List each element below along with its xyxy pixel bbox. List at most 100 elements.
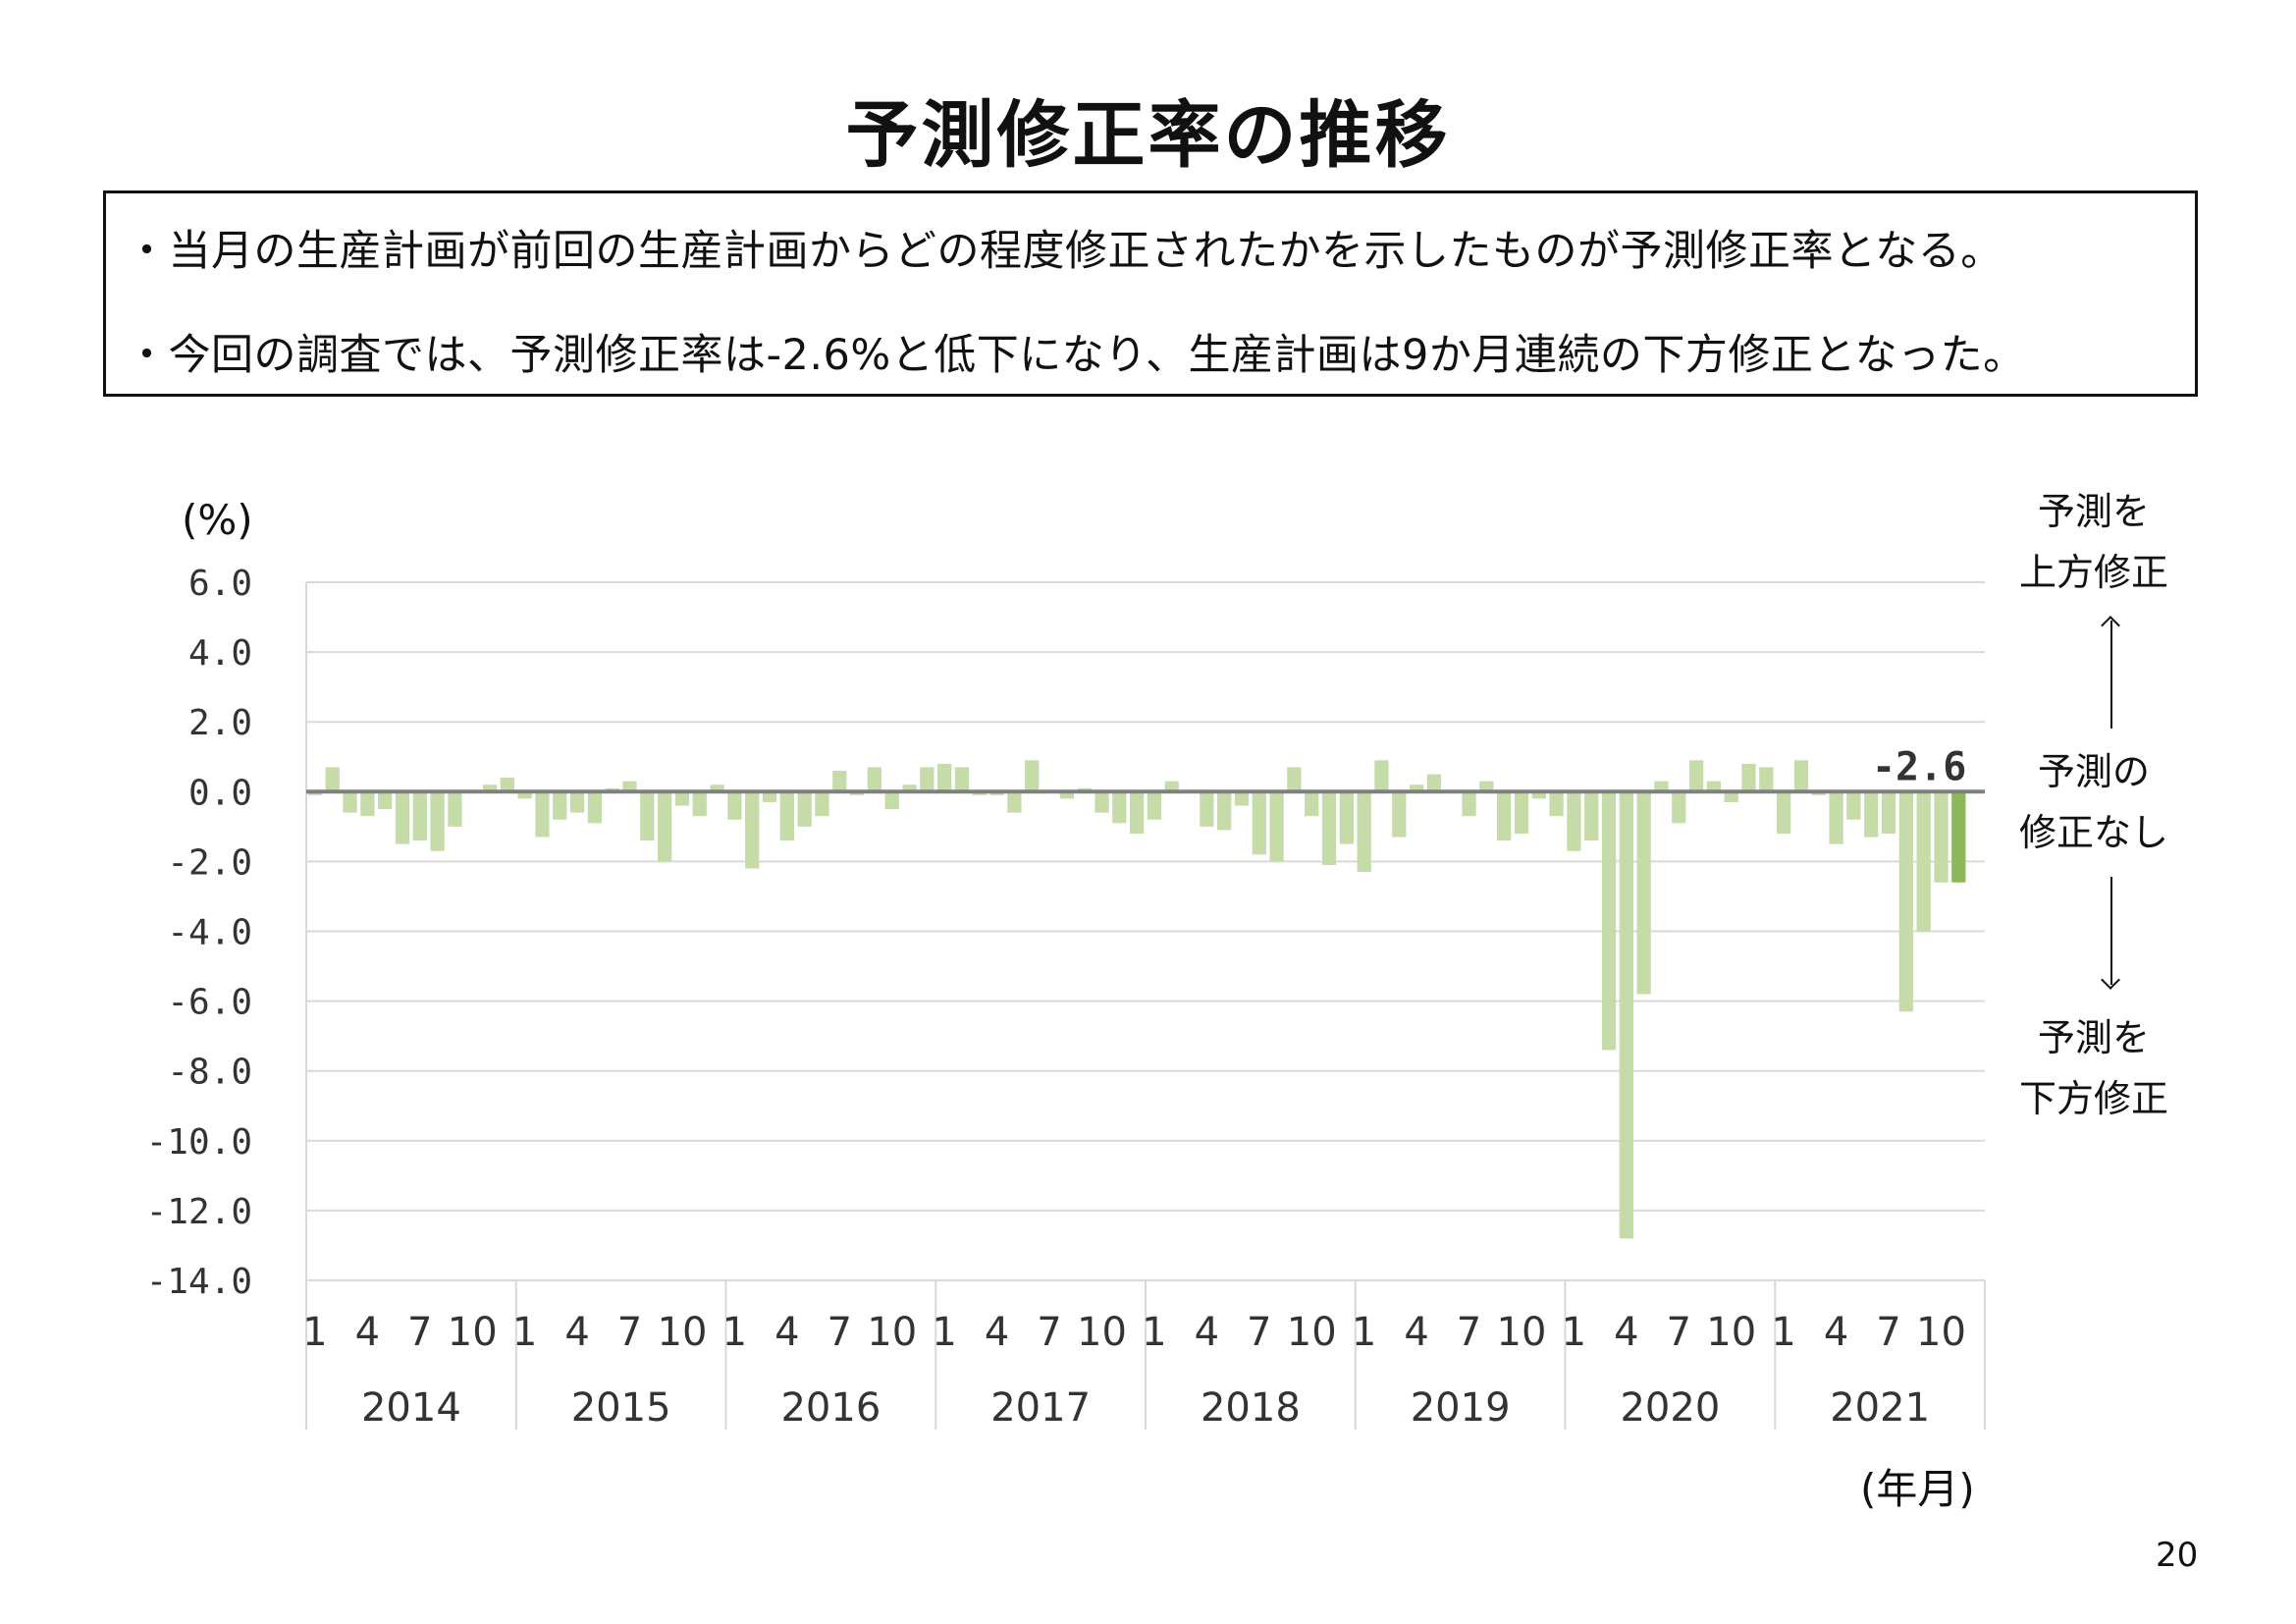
bar	[1759, 767, 1774, 792]
month-tick-label: 10	[448, 1310, 498, 1355]
bar	[1829, 791, 1843, 844]
month-tick-label: 1	[722, 1310, 747, 1355]
month-tick-label: 4	[1824, 1310, 1848, 1355]
bar	[1025, 760, 1040, 792]
bar	[1200, 791, 1214, 827]
y-tick-label: -6.0	[167, 983, 252, 1023]
no-revision-label: 予測の 修正なし	[2005, 741, 2182, 863]
month-tick-label: 7	[1876, 1310, 1900, 1355]
bar	[1409, 785, 1424, 792]
month-tick-label: 4	[1614, 1310, 1638, 1355]
arrow-up-icon	[2110, 621, 2112, 729]
year-label: 2016	[780, 1385, 881, 1431]
month-tick-label: 10	[1706, 1310, 1756, 1355]
bar	[1584, 791, 1599, 841]
bar	[640, 791, 655, 841]
no-revision-line1: 予測の	[2037, 750, 2150, 793]
bar	[674, 791, 690, 806]
page-title: 予測修正率の推移	[845, 93, 1451, 178]
bar	[482, 785, 498, 792]
y-tick-label: 2.0	[188, 703, 252, 743]
month-tick-label: 4	[985, 1310, 1009, 1355]
bar	[727, 791, 742, 820]
month-tick-label: 7	[1247, 1310, 1271, 1355]
bar	[1007, 791, 1022, 813]
bar	[779, 791, 794, 841]
bar	[430, 791, 445, 851]
y-axis-unit-label: (%)	[182, 496, 253, 544]
upward-revision-label: 予測を 上方修正	[2005, 481, 2182, 603]
year-label: 2020	[1620, 1385, 1720, 1431]
year-label: 2021	[1830, 1385, 1930, 1431]
month-tick-label: 10	[1497, 1310, 1547, 1355]
bar	[395, 791, 410, 844]
bar	[1059, 791, 1074, 799]
month-tick-label: 10	[658, 1310, 708, 1355]
bar	[1672, 791, 1686, 824]
month-tick-label: 1	[1352, 1310, 1376, 1355]
month-tick-label: 1	[932, 1310, 956, 1355]
bar	[884, 791, 899, 810]
bar	[448, 791, 462, 827]
bar	[1531, 791, 1546, 799]
bar	[1846, 791, 1861, 820]
bar	[745, 791, 760, 869]
month-tick-label: 10	[867, 1310, 917, 1355]
year-label: 2019	[1411, 1385, 1511, 1431]
month-tick-label: 1	[512, 1310, 537, 1355]
y-tick-label: -12.0	[146, 1192, 252, 1232]
page-number: 20	[2156, 1536, 2199, 1575]
x-axis-unit-label: (年月)	[1860, 1465, 1975, 1513]
month-tick-label: 7	[828, 1310, 852, 1355]
month-tick-label: 4	[355, 1310, 380, 1355]
bar	[1269, 791, 1284, 862]
year-label: 2017	[990, 1385, 1091, 1431]
bar	[1654, 781, 1669, 792]
bar	[1357, 791, 1371, 873]
bar	[658, 791, 672, 862]
month-tick-label: 4	[1404, 1310, 1428, 1355]
bar	[954, 767, 970, 792]
month-tick-label: 7	[617, 1310, 642, 1355]
bar	[692, 791, 707, 817]
bar	[1164, 781, 1179, 792]
bar	[1321, 791, 1337, 865]
bar	[1741, 763, 1756, 792]
year-label: 2018	[1201, 1385, 1301, 1431]
month-tick-label: 4	[564, 1310, 589, 1355]
bar	[1793, 760, 1809, 792]
y-tick-label: -8.0	[167, 1053, 252, 1093]
bar	[1339, 791, 1354, 844]
bar	[920, 767, 934, 792]
downward-revision-line1: 予測を	[2037, 1016, 2150, 1059]
bar	[1777, 791, 1791, 834]
month-tick-label: 7	[1667, 1310, 1691, 1355]
no-revision-line2: 修正なし	[2018, 811, 2168, 854]
downward-revision-label: 予測を 下方修正	[2005, 1007, 2182, 1129]
bar	[867, 767, 882, 792]
bar	[1392, 791, 1407, 838]
bar	[1112, 791, 1127, 824]
bar	[1497, 791, 1512, 841]
arrow-down-icon	[2110, 877, 2112, 985]
bar	[1234, 791, 1250, 806]
bar	[412, 791, 427, 841]
bar	[622, 781, 637, 792]
y-tick-label: 0.0	[188, 773, 252, 813]
month-tick-label: 1	[1142, 1310, 1166, 1355]
bar	[1898, 791, 1913, 1012]
month-tick-label: 1	[1562, 1310, 1586, 1355]
bar	[1881, 791, 1896, 834]
bar	[937, 763, 952, 792]
month-tick-label: 7	[1457, 1310, 1481, 1355]
month-tick-label: 10	[1077, 1310, 1127, 1355]
bar	[1636, 791, 1651, 995]
upward-revision-line2: 上方修正	[2018, 551, 2168, 594]
bar	[343, 791, 357, 813]
bar	[1305, 791, 1319, 817]
month-tick-label: 10	[1916, 1310, 1966, 1355]
month-tick-label: 7	[1037, 1310, 1061, 1355]
y-tick-label: -4.0	[167, 913, 252, 953]
bar	[569, 791, 585, 813]
